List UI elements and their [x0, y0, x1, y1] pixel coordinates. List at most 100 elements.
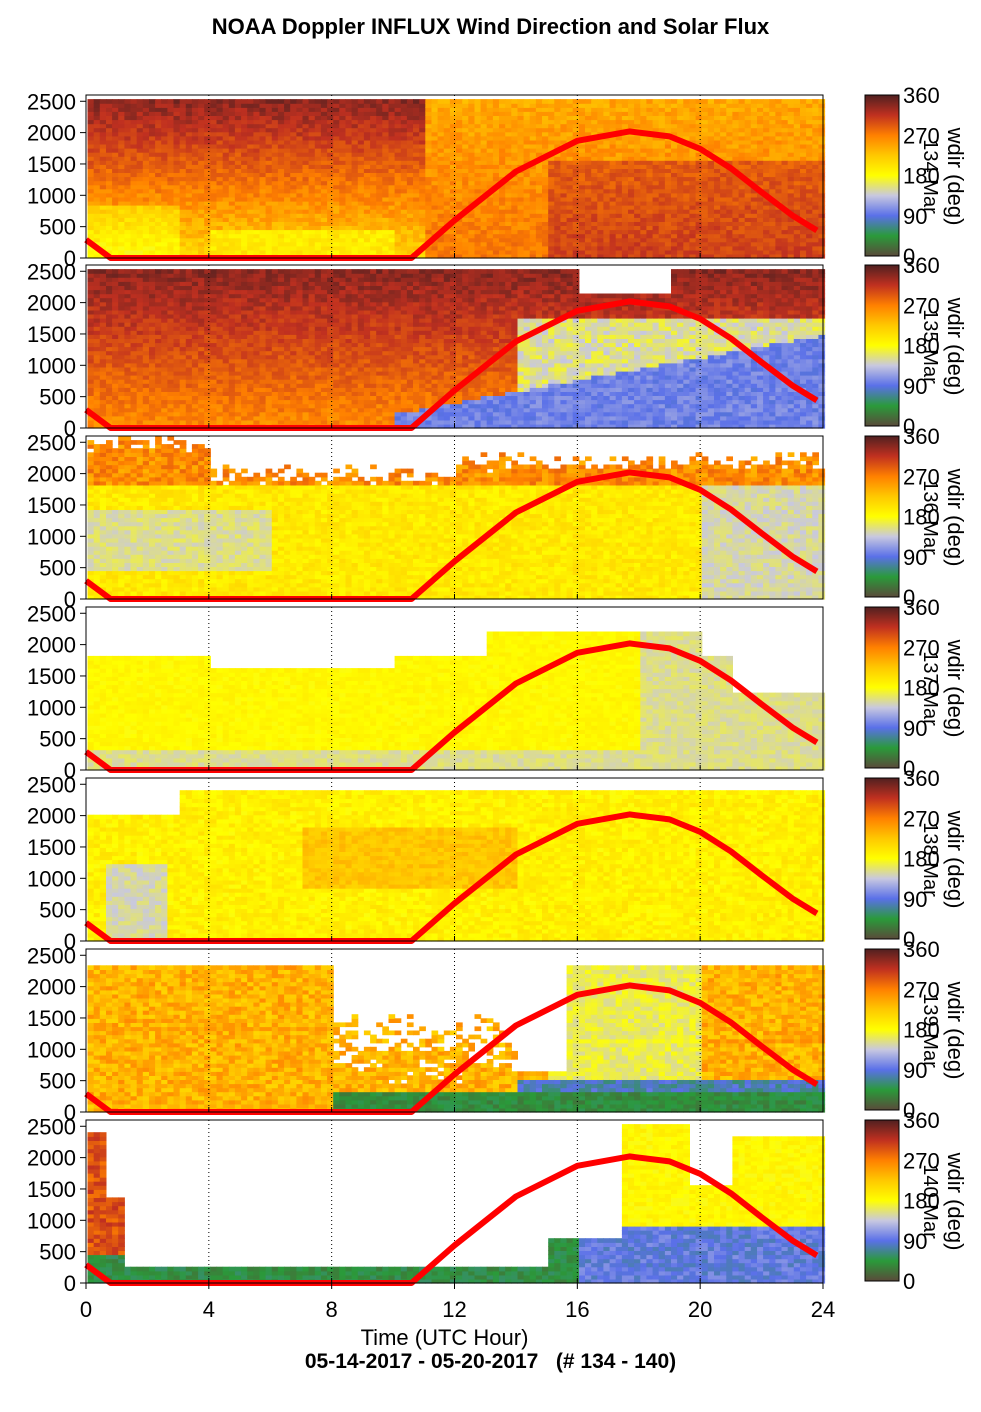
wind-cell — [499, 124, 506, 129]
wind-cell — [309, 172, 316, 177]
wind-cell — [505, 185, 512, 190]
wind-cell — [628, 238, 635, 243]
wind-cell — [462, 136, 469, 141]
wind-cell — [714, 111, 721, 116]
wind-cell — [745, 246, 752, 251]
wind-cell — [628, 152, 635, 157]
wind-cell — [204, 197, 211, 202]
wind-cell — [149, 201, 156, 206]
wind-cell — [137, 172, 144, 177]
wind-cell — [493, 193, 500, 198]
wind-cell — [782, 152, 789, 157]
wind-cell — [714, 120, 721, 125]
wind-cell — [100, 314, 107, 319]
wind-cell — [155, 246, 162, 251]
wind-cell — [419, 201, 426, 206]
wind-cell — [487, 136, 494, 141]
wind-cell — [131, 213, 138, 218]
wind-cell — [419, 238, 426, 243]
wind-cell — [210, 120, 217, 125]
wind-cell — [204, 124, 211, 129]
wind-cell — [640, 99, 647, 104]
wind-cell — [413, 124, 420, 129]
wind-cell — [395, 144, 402, 149]
wind-cell — [124, 302, 131, 307]
wind-cell — [665, 217, 672, 222]
wind-cell — [536, 148, 543, 153]
wind-cell — [333, 250, 340, 255]
wind-cell — [579, 168, 586, 173]
wind-cell — [708, 107, 715, 112]
wind-cell — [278, 152, 285, 157]
wind-cell — [401, 201, 408, 206]
wind-cell — [462, 152, 469, 157]
wind-cell — [303, 185, 310, 190]
wind-cell — [210, 103, 217, 108]
wind-cell — [628, 213, 635, 218]
wind-cell — [438, 140, 445, 145]
wind-cell — [505, 156, 512, 161]
wind-cell — [100, 152, 107, 157]
wind-cell — [782, 193, 789, 198]
wind-cell — [732, 136, 739, 141]
wind-cell — [192, 250, 199, 255]
wind-cell — [585, 189, 592, 194]
wind-cell — [481, 148, 488, 153]
wind-cell — [241, 132, 248, 137]
wind-cell — [603, 213, 610, 218]
wind-cell — [450, 111, 457, 116]
wind-cell — [659, 189, 666, 194]
wind-cell — [456, 107, 463, 112]
wind-cell — [149, 238, 156, 243]
wind-cell — [726, 197, 733, 202]
wind-cell — [321, 242, 328, 247]
wind-cell — [739, 213, 746, 218]
wind-cell — [131, 152, 138, 157]
wind-cell — [284, 120, 291, 125]
wind-cell — [395, 164, 402, 169]
wind-cell — [395, 115, 402, 120]
wind-cell — [597, 230, 604, 235]
wind-cell — [346, 193, 353, 198]
wind-cell — [677, 213, 684, 218]
wind-cell — [444, 140, 451, 145]
wind-cell — [800, 107, 807, 112]
wind-cell — [124, 132, 131, 137]
wind-cell — [339, 103, 346, 108]
wind-cell — [659, 148, 666, 153]
wind-cell — [444, 197, 451, 202]
wind-cell — [432, 172, 439, 177]
wind-cell — [124, 334, 131, 339]
wind-cell — [88, 342, 95, 347]
wind-cell — [309, 103, 316, 108]
wind-cell — [235, 148, 242, 153]
wind-cell — [100, 363, 107, 368]
wind-cell — [560, 213, 567, 218]
wind-cell — [137, 144, 144, 149]
wind-cell — [432, 144, 439, 149]
wind-cell — [137, 140, 144, 145]
wind-cell — [726, 217, 733, 222]
wind-cell — [432, 185, 439, 190]
wind-cell — [118, 144, 125, 149]
wind-cell — [548, 193, 555, 198]
wind-cell — [671, 217, 678, 222]
wind-cell — [689, 193, 696, 198]
wind-cell — [296, 201, 303, 206]
wind-cell — [94, 342, 101, 347]
wind-cell — [198, 250, 205, 255]
wind-cell — [683, 225, 690, 230]
wind-cell — [560, 177, 567, 182]
wind-cell — [370, 193, 377, 198]
wind-cell — [124, 172, 131, 177]
wind-cell — [518, 111, 525, 116]
wind-cell — [161, 115, 168, 120]
wind-cell — [720, 225, 727, 230]
wind-cell — [481, 160, 488, 165]
wind-cell — [530, 193, 537, 198]
wind-cell — [260, 238, 267, 243]
wind-cell — [401, 189, 408, 194]
wind-cell — [475, 189, 482, 194]
wind-cell — [775, 140, 782, 145]
wind-cell — [143, 217, 150, 222]
